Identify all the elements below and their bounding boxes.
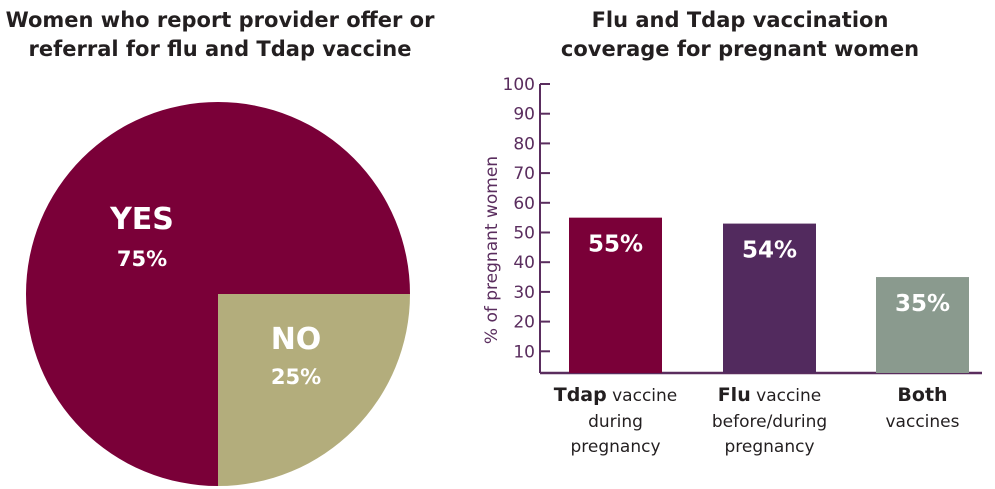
x-category-line: pregnancy bbox=[724, 437, 814, 457]
y-tick-label: 70 bbox=[513, 164, 535, 184]
bar-data-label: 35% bbox=[895, 291, 950, 317]
y-tick-label: 40 bbox=[513, 253, 535, 273]
x-category-label: Tdap vaccine bbox=[554, 384, 678, 406]
bar bbox=[876, 277, 969, 373]
x-category-line: during bbox=[588, 412, 643, 432]
bar-title-line: coverage for pregnant women bbox=[560, 37, 920, 61]
bar bbox=[569, 217, 662, 373]
pie-value-no: 25% bbox=[271, 365, 321, 389]
x-category-line: pregnancy bbox=[570, 437, 660, 457]
x-category-line: before/during bbox=[712, 412, 827, 432]
y-tick-label: 10 bbox=[513, 342, 535, 362]
pie-title-line: Women who report provider offer or bbox=[5, 8, 435, 32]
bar-data-label: 54% bbox=[742, 238, 797, 264]
x-category-label: Flu vaccine bbox=[718, 384, 822, 406]
x-category-bold: Tdap bbox=[554, 384, 607, 406]
y-tick-label: 80 bbox=[513, 134, 535, 154]
pie-value-yes: 75% bbox=[117, 247, 167, 271]
bar-title-line: Flu and Tdap vaccination bbox=[591, 8, 889, 32]
bar bbox=[723, 223, 816, 373]
pie-title-line: referral for flu and Tdap vaccine bbox=[28, 37, 412, 61]
y-axis-label: % of pregnant women bbox=[482, 156, 502, 344]
x-category-label: Both bbox=[897, 384, 947, 406]
y-tick-label: 100 bbox=[503, 75, 535, 95]
pie-label-yes: YES bbox=[109, 202, 174, 237]
y-tick-label: 60 bbox=[513, 194, 535, 214]
y-tick-label: 50 bbox=[513, 224, 535, 244]
y-tick-label: 90 bbox=[513, 105, 535, 125]
x-category-bold: Both bbox=[897, 384, 947, 406]
bar-title: Flu and Tdap vaccination coverage for pr… bbox=[510, 6, 970, 64]
pie-label-no: NO bbox=[271, 322, 322, 357]
pie-slice-no bbox=[218, 294, 410, 486]
bar-data-label: 55% bbox=[588, 232, 643, 258]
pie-slice-yes bbox=[26, 102, 410, 486]
x-category-rest: vaccine bbox=[751, 386, 822, 406]
x-category-rest: vaccine bbox=[607, 386, 678, 406]
y-tick-label: 20 bbox=[513, 313, 535, 333]
x-category-bold: Flu bbox=[718, 384, 751, 406]
y-tick-label: 30 bbox=[513, 283, 535, 303]
pie-title: Women who report provider offer or refer… bbox=[0, 6, 440, 64]
x-category-line: vaccines bbox=[886, 412, 960, 432]
